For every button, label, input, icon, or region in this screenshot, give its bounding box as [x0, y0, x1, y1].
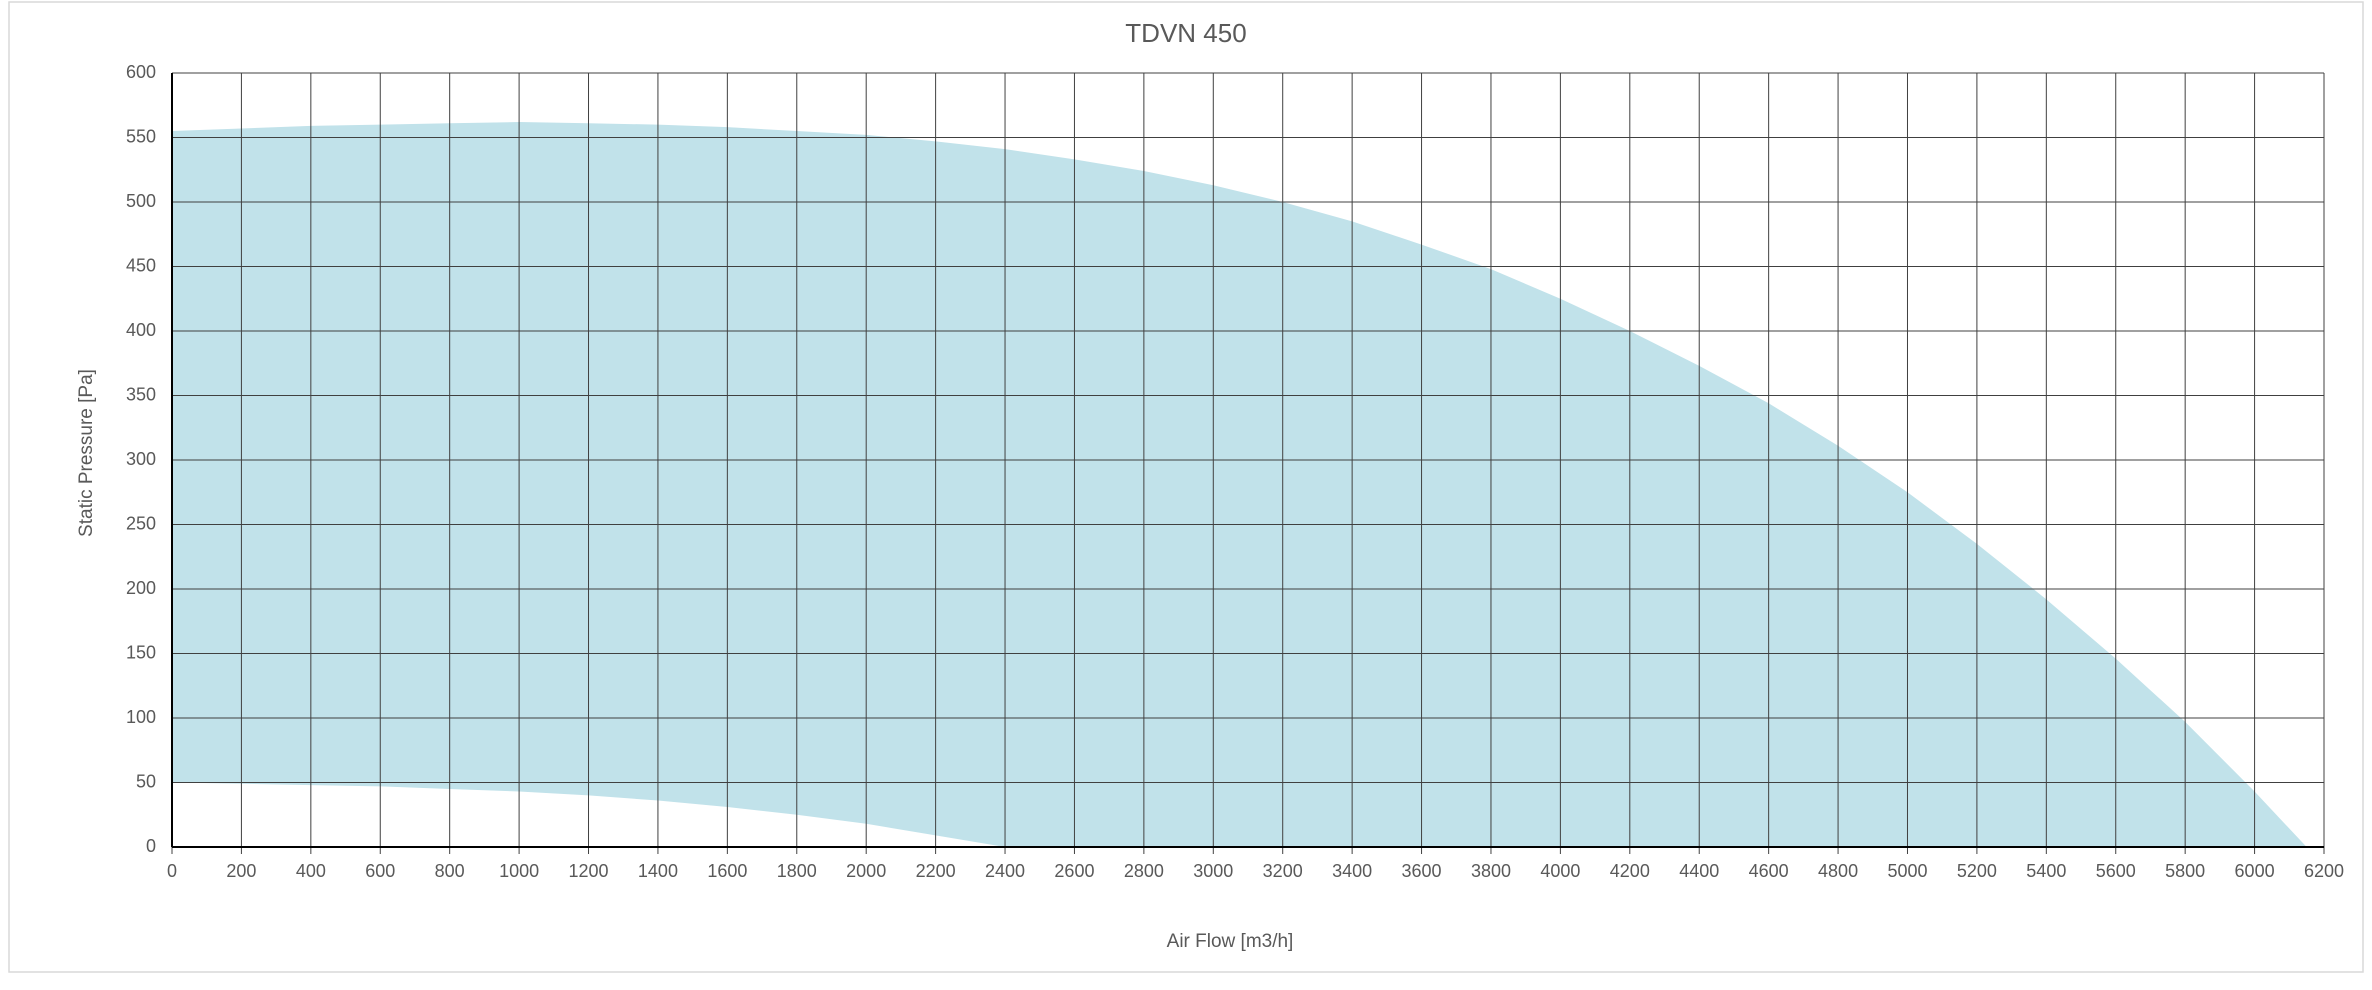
x-tick-label: 2400 — [985, 861, 1025, 881]
chart-title: TDVN 450 — [1125, 18, 1246, 48]
x-tick-label: 4000 — [1540, 861, 1580, 881]
x-tick-label: 5200 — [1957, 861, 1997, 881]
y-axis-title: Static Pressure [Pa] — [76, 369, 97, 537]
y-tick-label: 200 — [126, 578, 156, 598]
y-tick-label: 250 — [126, 513, 156, 533]
x-tick-label: 0 — [167, 861, 177, 881]
x-tick-label: 800 — [435, 861, 465, 881]
x-tick-label: 4400 — [1679, 861, 1719, 881]
area — [172, 782, 2307, 847]
y-tick-label: 400 — [126, 320, 156, 340]
x-tick-label: 1800 — [777, 861, 817, 881]
x-tick-label: 200 — [226, 861, 256, 881]
y-tick-label: 100 — [126, 707, 156, 727]
y-tick-label: 550 — [126, 126, 156, 146]
x-tick-label: 1600 — [707, 861, 747, 881]
x-tick-label: 6000 — [2235, 861, 2275, 881]
y-tick-label: 450 — [126, 255, 156, 275]
x-tick-label: 400 — [296, 861, 326, 881]
y-tick-label: 350 — [126, 384, 156, 404]
x-tick-label: 1200 — [568, 861, 608, 881]
x-tick-label: 5800 — [2165, 861, 2205, 881]
x-tick-label: 3800 — [1471, 861, 1511, 881]
x-tick-label: 3400 — [1332, 861, 1372, 881]
x-tick-label: 4600 — [1749, 861, 1789, 881]
x-tick-label: 2200 — [916, 861, 956, 881]
x-axis-title: Air Flow [m3/h] — [1167, 931, 1294, 952]
x-tick-label: 1000 — [499, 861, 539, 881]
x-tick-label: 3600 — [1402, 861, 1442, 881]
y-tick-label: 0 — [146, 836, 156, 856]
y-tick-label: 150 — [126, 642, 156, 662]
y-tick-label: 500 — [126, 191, 156, 211]
x-tick-label: 6200 — [2304, 861, 2344, 881]
x-tick-label: 5400 — [2026, 861, 2066, 881]
x-tick-label: 5600 — [2096, 861, 2136, 881]
x-tick-label: 4800 — [1818, 861, 1858, 881]
x-tick-label: 2800 — [1124, 861, 1164, 881]
x-tick-label: 1400 — [638, 861, 678, 881]
x-tick-label: 5000 — [1887, 861, 1927, 881]
x-tick-label: 600 — [365, 861, 395, 881]
y-tick-label: 600 — [126, 62, 156, 82]
y-tick-label: 300 — [126, 449, 156, 469]
y-tick-label: 50 — [136, 771, 156, 791]
x-tick-label: 3200 — [1263, 861, 1303, 881]
x-tick-label: 2000 — [846, 861, 886, 881]
x-tick-label: 3000 — [1193, 861, 1233, 881]
x-tick-label: 4200 — [1610, 861, 1650, 881]
area — [172, 122, 2307, 847]
x-tick-label: 2600 — [1054, 861, 1094, 881]
